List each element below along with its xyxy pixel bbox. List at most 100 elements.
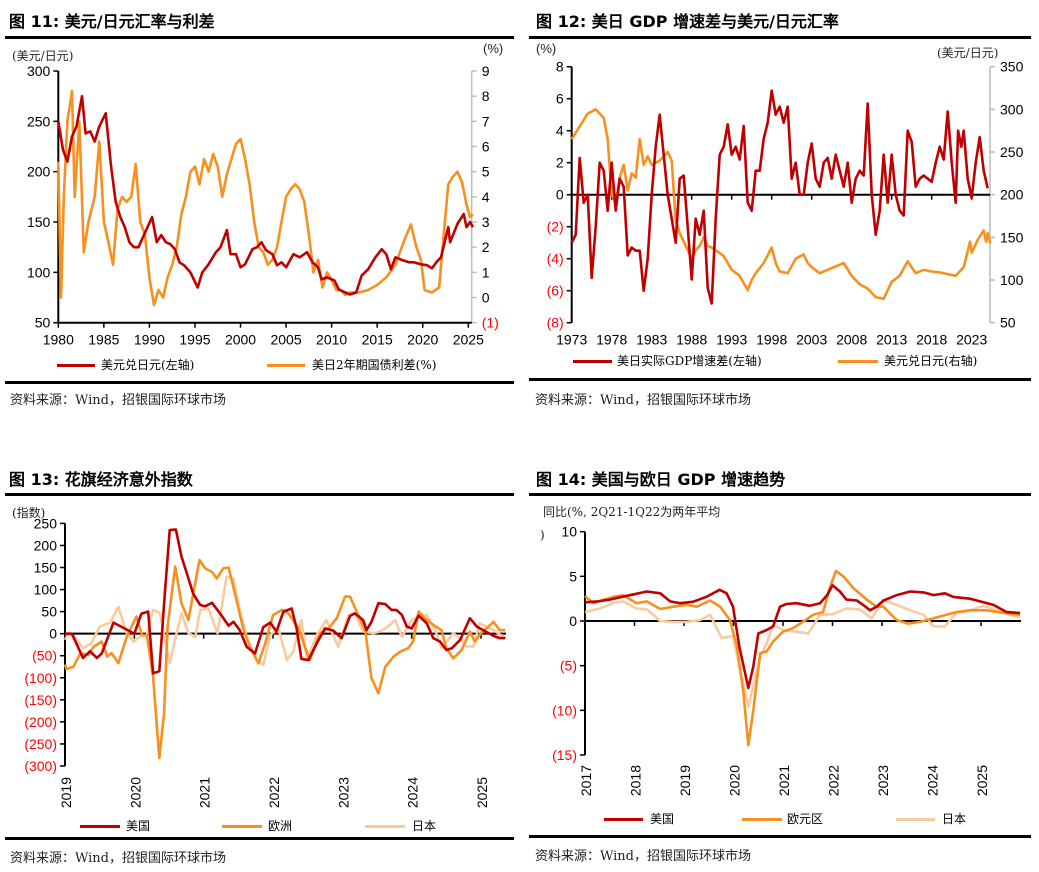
chart13-legend-swatch-japan [365, 825, 405, 828]
chart14-series-line-1 [584, 569, 1021, 747]
chart13-legend-label-europe: 欧洲 [268, 819, 293, 833]
chart11-legend-label-spread: 美日2年期国债利差(%) [312, 358, 437, 372]
chart13-legend-swatch-europe [222, 825, 262, 828]
x-tick-label: 1995 [179, 332, 210, 348]
y-tick-label: 0 [49, 626, 57, 642]
y2-tick-label: 4 [482, 189, 490, 205]
chart14-legend-label-us: 美国 [650, 812, 675, 826]
chart12-series-line-0 [570, 89, 989, 305]
x-tick-label: 2023 [335, 777, 351, 808]
y-tick-label: 50 [41, 604, 57, 620]
y-tick-label: (150) [24, 692, 57, 708]
y-tick-label: 150 [34, 560, 58, 576]
x-tick-label: 2022 [266, 777, 282, 808]
x-tick-label: 2023 [875, 765, 891, 796]
y-tick-label: (50) [32, 648, 57, 664]
y-tick-label: 8 [556, 59, 564, 75]
x-tick-label: 2020 [727, 765, 743, 796]
x-tick-label: 2019 [58, 777, 74, 808]
y2-tick-label: 6 [482, 139, 490, 155]
chart14-plot: 10 5 0 (5) (10) (15)2017 2018 2019 2020 2021 2022 2… [552, 524, 1021, 796]
chart11-right-axis-unit: (%) [483, 41, 504, 56]
chart14-axis-unit: 同比(%, 2Q21-1Q22为两年平均 [543, 505, 721, 519]
chart13-series-line-0 [65, 528, 506, 675]
chart11-series-line-1 [57, 89, 474, 307]
chart11-left-axis-unit: (美元/日元) [12, 49, 74, 63]
y-tick-label: (6) [547, 283, 564, 299]
chart13-legend-swatch-us [80, 825, 120, 828]
x-tick-label: 2003 [796, 332, 827, 348]
chart12-right-axis-unit: (美元/日元) [937, 46, 999, 60]
chart13-bottom-rule [5, 837, 514, 840]
x-tick-label: 2020 [407, 332, 438, 348]
chart12-legend-swatch-usdjpy [838, 360, 878, 363]
y2-tick-label: 250 [1000, 144, 1024, 160]
x-tick-label: 1990 [134, 332, 165, 348]
chart12-top-rule [529, 36, 1031, 39]
x-tick-label: 1988 [676, 332, 707, 348]
chart11-legend-label-usdjpy: 美元兑日元(左轴) [101, 358, 195, 372]
x-tick-label: 2025 [474, 777, 490, 808]
chart11-bottom-rule [5, 381, 514, 384]
x-tick-label: 2000 [225, 332, 256, 348]
x-tick-label: 1985 [88, 332, 119, 348]
x-tick-label: 2010 [316, 332, 347, 348]
y-tick-label: 10 [561, 524, 577, 540]
y2-tick-label: 0 [482, 290, 490, 306]
x-tick-label: 2021 [197, 777, 213, 808]
y2-tick-label: 8 [482, 88, 490, 104]
chart13-plot: 250 200 150 100 50 0 (50) (100) (150) (200) (250) (… [24, 515, 507, 808]
x-tick-label: 2024 [405, 777, 421, 808]
y-tick-label: 4 [556, 123, 564, 139]
y2-tick-label: 50 [1000, 315, 1016, 331]
y2-tick-label: 9 [482, 63, 490, 79]
y2-tick-label: 300 [1000, 101, 1024, 117]
y-tick-label: (250) [24, 736, 57, 752]
x-tick-label: 2005 [270, 332, 301, 348]
chart13-title: 图 13: 花旗经济意外指数 [9, 470, 193, 489]
y-tick-label: 100 [27, 264, 51, 280]
chart13-legend-label-us: 美国 [126, 819, 151, 833]
y-tick-label: 150 [27, 214, 51, 230]
x-tick-label: 1980 [43, 332, 74, 348]
y-tick-label: (5) [560, 658, 577, 674]
y2-tick-label: 2 [482, 239, 490, 255]
y-tick-label: 50 [35, 315, 51, 331]
chart11-top-rule [5, 36, 514, 39]
x-tick-label: 2019 [677, 765, 693, 796]
y-tick-label: (2) [547, 219, 564, 235]
x-tick-label: 2021 [776, 765, 792, 796]
x-tick-label: 2024 [925, 765, 941, 796]
chart12-bottom-rule [529, 378, 1031, 381]
chart14-legend-swatch-eurozone [742, 818, 782, 821]
y-tick-label: (4) [547, 251, 564, 267]
y2-tick-label: 1 [482, 264, 490, 280]
x-tick-label: 1983 [636, 332, 667, 348]
y-tick-label: 0 [556, 187, 564, 203]
y2-tick-label: 5 [482, 164, 490, 180]
chart12-left-axis-unit: (%) [536, 41, 557, 56]
x-tick-label: 1998 [756, 332, 787, 348]
chart14-axis-unit-tail: ) [540, 528, 545, 542]
y2-tick-label: 7 [482, 113, 490, 129]
y2-tick-label: 150 [1000, 229, 1024, 245]
x-tick-label: 1993 [716, 332, 747, 348]
x-tick-label: 1973 [556, 332, 587, 348]
chart14-source: 资料来源：Wind，招银国际环球市场 [535, 849, 751, 864]
x-tick-label: 2025 [453, 332, 484, 348]
chart14-bottom-rule [529, 835, 1031, 838]
chart11-title: 图 11: 美元/日元汇率与利差 [9, 12, 215, 31]
y-tick-label: (10) [552, 702, 577, 718]
x-tick-label: 2013 [876, 332, 907, 348]
y-tick-label: 250 [34, 515, 58, 531]
y-tick-label: 2 [556, 155, 564, 171]
y2-tick-label: 350 [1000, 59, 1024, 75]
chart13-series-line-1 [63, 558, 506, 760]
x-tick-label: 2018 [628, 765, 644, 796]
chart12-source: 资料来源：Wind，招银国际环球市场 [535, 393, 751, 408]
x-tick-label: 2018 [916, 332, 947, 348]
chart14-series-line-0 [584, 584, 1021, 690]
y2-tick-label: 100 [1000, 272, 1024, 288]
y-tick-label: 200 [34, 537, 58, 553]
